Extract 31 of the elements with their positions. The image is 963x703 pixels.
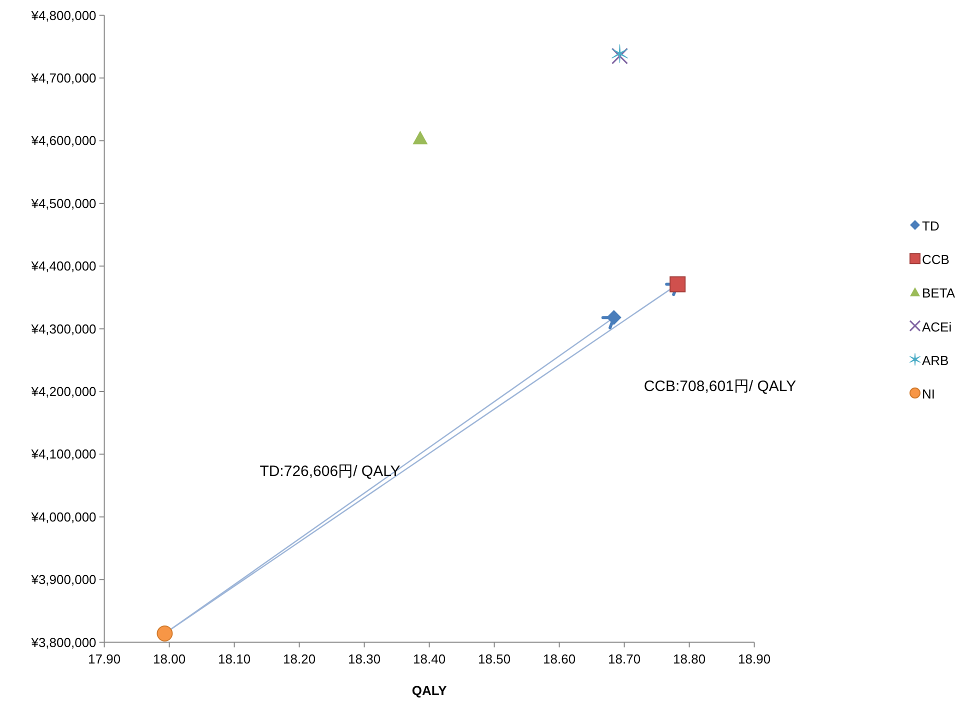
legend-label: ACEi: [922, 319, 952, 334]
legend-label: ARB: [922, 352, 949, 368]
legend-label: BETA: [922, 286, 956, 301]
legend-label: TD: [922, 218, 940, 234]
legend-label: NI: [922, 386, 935, 402]
x-tick-label: 18.50: [478, 651, 511, 666]
legend-label: CCB: [922, 252, 950, 268]
x-tick-label: 18.70: [608, 651, 641, 666]
x-axis-title: QALY: [412, 683, 448, 698]
y-tick-label: ¥4,400,000: [30, 258, 96, 274]
y-tick-label: ¥4,600,000: [30, 133, 96, 148]
y-tick-label: ¥4,300,000: [30, 321, 96, 336]
annotation: TD:726,606円/ QALY: [260, 463, 400, 480]
x-tick-label: 18.30: [348, 651, 381, 666]
y-tick-label: ¥3,800,000: [30, 634, 96, 650]
y-tick-label: ¥4,800,000: [30, 8, 96, 23]
x-tick-label: 18.60: [543, 651, 576, 666]
y-tick-label: ¥4,200,000: [30, 384, 96, 399]
y-tick-label: ¥4,500,000: [30, 196, 96, 211]
y-tick-label: ¥3,900,000: [30, 572, 96, 588]
y-tick-label: ¥4,100,000: [30, 446, 96, 462]
x-tick-label: 18.90: [738, 651, 771, 666]
x-tick-label: 17.90: [88, 651, 121, 666]
x-tick-label: 18.20: [283, 651, 316, 666]
x-tick-label: 18.10: [218, 651, 251, 666]
x-tick-label: 18.40: [413, 651, 446, 666]
x-tick-label: 18.00: [153, 651, 186, 666]
y-tick-label: ¥4,700,000: [30, 70, 96, 86]
x-tick-label: 18.80: [673, 651, 706, 666]
annotation: CCB:708,601円/ QALY: [644, 378, 796, 395]
y-tick-label: ¥4,000,000: [30, 509, 96, 524]
